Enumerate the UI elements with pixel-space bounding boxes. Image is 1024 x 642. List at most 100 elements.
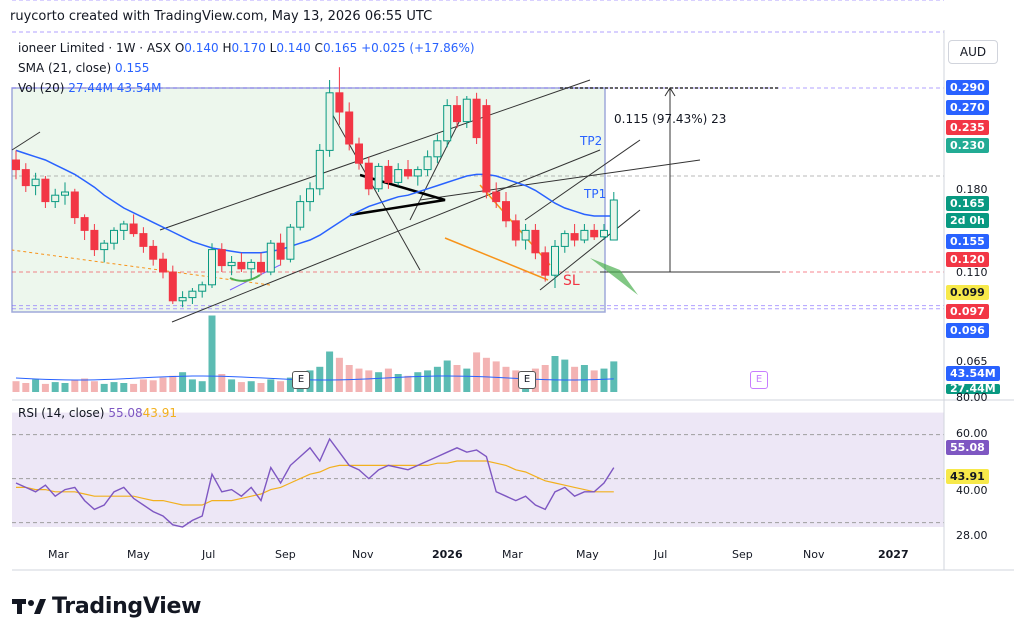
countdown-label: 2d 0h: [946, 213, 989, 228]
volume-bar: [41, 383, 49, 392]
candle: [149, 245, 158, 260]
volume-bar: [384, 368, 392, 392]
candle: [600, 229, 608, 238]
volume-bar: [22, 383, 30, 392]
price-label-0290: 0.290: [946, 80, 989, 95]
candle: [178, 297, 187, 302]
candle: [551, 245, 559, 276]
volume-bar: [51, 382, 59, 392]
candle: [70, 191, 79, 219]
candle: [355, 143, 363, 164]
volume-bar: [394, 374, 402, 392]
candle: [482, 105, 491, 193]
tp2-label: TP2: [580, 134, 603, 148]
volume-bar: [453, 365, 461, 392]
volume-bar: [561, 359, 569, 392]
price-label-0230: 0.230: [946, 138, 989, 153]
earnings-marker-3[interactable]: E: [750, 371, 768, 389]
trend-line: [171, 149, 601, 323]
candle: [384, 165, 393, 183]
rsi-line: [15, 437, 615, 528]
volume-bar: [218, 374, 226, 392]
volume-bar: [12, 381, 20, 392]
volume-bar: [71, 380, 79, 392]
volume-bar: [424, 370, 432, 392]
candle: [100, 242, 109, 251]
candle: [12, 159, 20, 171]
volume-bar: [541, 365, 549, 392]
volume-bar: [198, 381, 206, 392]
trend-line: [539, 209, 641, 291]
volume-bar: [286, 377, 294, 392]
price-label-0155: 0.155: [946, 234, 989, 249]
time-tick: Mar: [48, 548, 69, 561]
candle: [394, 169, 403, 183]
vol-value-2: 43.54M: [116, 81, 162, 95]
ohlc-close: 0.165: [322, 41, 358, 55]
volume-bar: [208, 315, 216, 392]
candle: [590, 229, 599, 238]
currency-button[interactable]: AUD: [948, 40, 998, 64]
volume-bar: [473, 352, 481, 392]
volume-bar: [365, 370, 373, 392]
time-tick: May: [576, 548, 599, 561]
volume-bar: [257, 383, 265, 392]
candle: [61, 191, 69, 196]
earnings-marker-2[interactable]: E: [518, 371, 536, 389]
volume-bar: [502, 366, 510, 392]
tradingview-logo-icon: [12, 596, 48, 621]
candle: [139, 233, 148, 247]
time-tick: 2026: [432, 548, 463, 561]
symbol-title: ioneer Limited · 1W · ASX: [18, 41, 171, 55]
rsi-label: RSI (14, close): [18, 406, 105, 420]
candle: [119, 223, 128, 231]
earnings-marker-1[interactable]: E: [292, 371, 310, 389]
time-tick: Nov: [803, 548, 825, 561]
candle: [511, 220, 520, 241]
rsi-tick-80: 80.00: [956, 391, 988, 404]
volume-bar: [571, 366, 579, 392]
volume-bar: [512, 370, 520, 392]
rsi-tick-40: 40.00: [956, 484, 988, 497]
candle: [159, 258, 167, 273]
candle: [462, 98, 471, 123]
volume-bar: [61, 383, 69, 392]
candle: [237, 261, 246, 270]
trend-line: [11, 131, 41, 151]
volume-bar: [228, 379, 236, 392]
candle: [306, 188, 314, 203]
attribution-header: ruycorto created with TradingView.com, M…: [10, 9, 433, 24]
time-tick: Jul: [202, 548, 216, 561]
measure-label: 0.115 (97.43%) 23: [614, 112, 727, 126]
brand-name: TradingView: [52, 594, 202, 619]
candle: [276, 242, 285, 260]
candle: [570, 233, 579, 241]
ohlc-h-label: H: [222, 41, 232, 55]
sma-line: [15, 149, 614, 254]
candle: [80, 217, 89, 231]
candle: [423, 156, 432, 171]
rsi-ma-value-label: 43.91: [946, 469, 989, 484]
price-label-0096: 0.096: [946, 323, 989, 338]
candle: [198, 284, 207, 292]
volume-bar: [590, 370, 598, 392]
volume-bar: [355, 368, 363, 392]
volume-bar: [110, 382, 118, 392]
volume-bar: [149, 380, 157, 392]
volume-bar: [482, 357, 490, 392]
candle: [453, 105, 461, 123]
rsi-tick-28: 28.00: [956, 529, 988, 542]
volume-label-2744m: 27.44M: [946, 384, 1000, 394]
candle: [217, 249, 226, 267]
rsi-value: 55.08: [108, 406, 143, 420]
candle: [21, 169, 30, 187]
volume-bar: [404, 375, 412, 392]
candle: [560, 233, 569, 247]
volume-bar: [600, 368, 608, 392]
volume-label-4354m: 43.54M: [946, 366, 1000, 381]
volume-bar: [237, 382, 245, 392]
ohlc-c-label: C: [314, 41, 323, 55]
volume-bar: [326, 351, 334, 392]
